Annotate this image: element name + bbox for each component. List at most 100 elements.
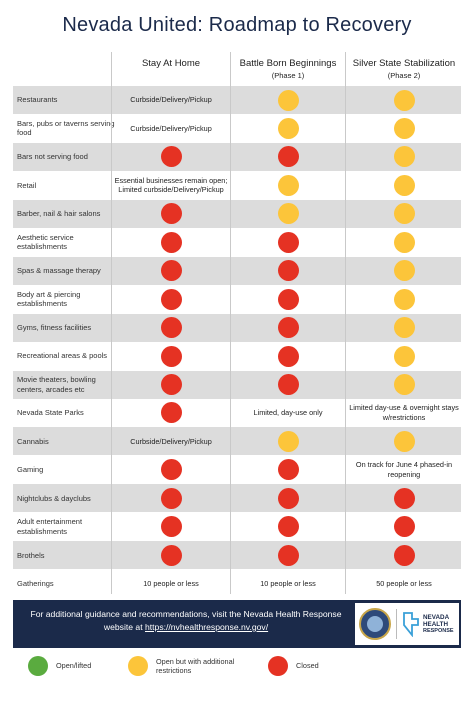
status-dot-yellow: [393, 317, 415, 339]
status-cell: [346, 86, 462, 114]
row-label: Bars not serving food: [17, 152, 88, 162]
column-header-label: Battle Born Beginnings: [239, 58, 337, 69]
row-label: Nevada State Parks: [17, 408, 84, 418]
status-cell: [346, 257, 462, 285]
status-cell: [230, 171, 346, 199]
status-dot-red: [160, 487, 182, 509]
status-dot-yellow: [393, 374, 415, 395]
status-cell: [346, 228, 462, 256]
table-row: Body art & piercing establishments: [13, 285, 461, 313]
row-label: Body art & piercing establishments: [17, 289, 81, 309]
health-response-logo-text: NEVADA HEALTH RESPONSE: [423, 614, 454, 635]
status-cell: [230, 314, 346, 342]
status-dot-red: [277, 231, 299, 253]
logo-text-line: RESPONSE: [423, 628, 454, 635]
row-label: Aesthetic service establishments: [17, 232, 74, 252]
row-label: Nightclubs & dayclubs: [17, 493, 91, 503]
row-label: Gatherings: [17, 578, 54, 588]
health-cross-icon: [402, 611, 420, 638]
status-text: Curbside/Delivery/Pickup: [130, 123, 212, 133]
status-dot-yellow: [277, 430, 299, 452]
status-dot-red: [160, 288, 182, 310]
status-dot-red: [277, 146, 299, 168]
status-cell: [346, 371, 462, 399]
footer-logos: NEVADA HEALTH RESPONSE: [355, 603, 459, 645]
status-cell: [230, 342, 346, 370]
table-row: Retail Essential businesses remain open; …: [13, 171, 461, 199]
status-cell: [230, 456, 346, 484]
status-dot-yellow: [277, 203, 299, 225]
status-cell: [346, 484, 462, 512]
status-cell: [230, 257, 346, 285]
status-cell: [230, 371, 346, 399]
status-dot-red: [393, 487, 415, 509]
status-dot-red: [277, 317, 299, 339]
table-row: Movie theaters, bowling centers, arcades…: [13, 370, 462, 399]
status-cell: [230, 484, 346, 512]
legend-label: Open/lifted: [56, 661, 92, 671]
status-dot-yellow: [277, 89, 299, 111]
row-label: Recreational areas & pools: [17, 351, 108, 361]
status-dot-red: [160, 374, 182, 395]
page-title: Nevada United: Roadmap to Recovery: [62, 14, 412, 36]
footer-banner: For additional guidance and recommendati…: [13, 600, 461, 648]
table-row: Spas & massage therapy: [13, 256, 462, 285]
status-text: On track for June 4 phased-in reopening: [355, 460, 453, 479]
status-dot-yellow: [393, 231, 415, 253]
column-header-stay-at-home: Stay At Home: [111, 58, 231, 88]
row-label: Adult entertainment establishments: [17, 517, 83, 536]
status-cell: [111, 484, 231, 512]
status-dot-red: [160, 260, 182, 282]
status-text: Essential businesses remain open; Limite…: [114, 175, 228, 195]
row-label: Cannabis: [17, 436, 49, 446]
row-label: Brothels: [17, 550, 45, 560]
status-cell: [346, 427, 462, 455]
table-row: Recreational areas & pools: [13, 342, 461, 370]
status-dot-yellow: [393, 260, 415, 282]
status-text: 10 people or less: [143, 578, 199, 588]
column-header-phase-2: Silver State Stabilization (Phase 2): [346, 58, 462, 88]
footer-line: For additional guidance and recommendati…: [30, 609, 342, 619]
table-row: Adult entertainment establishments: [13, 513, 461, 541]
status-dot-yellow: [393, 345, 415, 367]
table-row: Nightclubs & dayclubs: [13, 484, 462, 513]
status-cell: [230, 200, 346, 228]
status-dot-yellow: [393, 89, 415, 111]
status-cell: [346, 285, 462, 313]
table-row: Gyms, fitness facilities: [13, 313, 461, 342]
status-cell: [346, 114, 462, 142]
legend-restricted: Open but with additional restrictions: [128, 656, 236, 676]
status-cell: [346, 143, 462, 171]
status-dot-red: [277, 374, 299, 395]
footer-url-link[interactable]: https://nvhealthresponse.nv.gov/: [144, 621, 269, 632]
status-cell: [230, 285, 346, 313]
row-label: Bars, pubs or taverns serving food: [17, 119, 115, 138]
status-cell: [230, 228, 346, 256]
logo-text-line: HEALTH: [423, 620, 449, 628]
status-dot-yellow: [393, 430, 415, 452]
footer-text: For additional guidance and recommendati…: [21, 608, 351, 634]
status-cell: [346, 342, 462, 370]
status-cell: [111, 399, 231, 427]
table-row: Cannabis Curbside/Delivery/Pickup: [13, 427, 462, 456]
status-dot-red: [277, 288, 299, 310]
status-text: 10 people or less: [260, 578, 316, 588]
column-header-sublabel: (Phase 2): [387, 71, 421, 80]
column-divider: [345, 52, 346, 594]
status-cell: [111, 285, 231, 313]
status-dot-red: [160, 402, 182, 424]
table-row: Gatherings 10 people or less 10 people or …: [13, 570, 461, 598]
legend-label: Closed: [296, 661, 319, 671]
status-cell: [111, 200, 231, 228]
table-row: Aesthetic service establishments: [13, 228, 461, 256]
status-dot-red: [277, 459, 299, 481]
column-header-sublabel: (Phase 1): [271, 71, 305, 80]
column-header-label: Silver State Stabilization: [352, 58, 456, 69]
status-cell: [111, 257, 231, 285]
status-text: Curbside/Delivery/Pickup: [130, 436, 212, 446]
legend-closed: Closed: [268, 656, 319, 676]
logo-text-line: NEVADA: [423, 613, 450, 621]
state-seal-icon: [359, 608, 391, 640]
status-dot-red: [393, 544, 415, 566]
row-label: Spas & massage therapy: [17, 266, 101, 275]
